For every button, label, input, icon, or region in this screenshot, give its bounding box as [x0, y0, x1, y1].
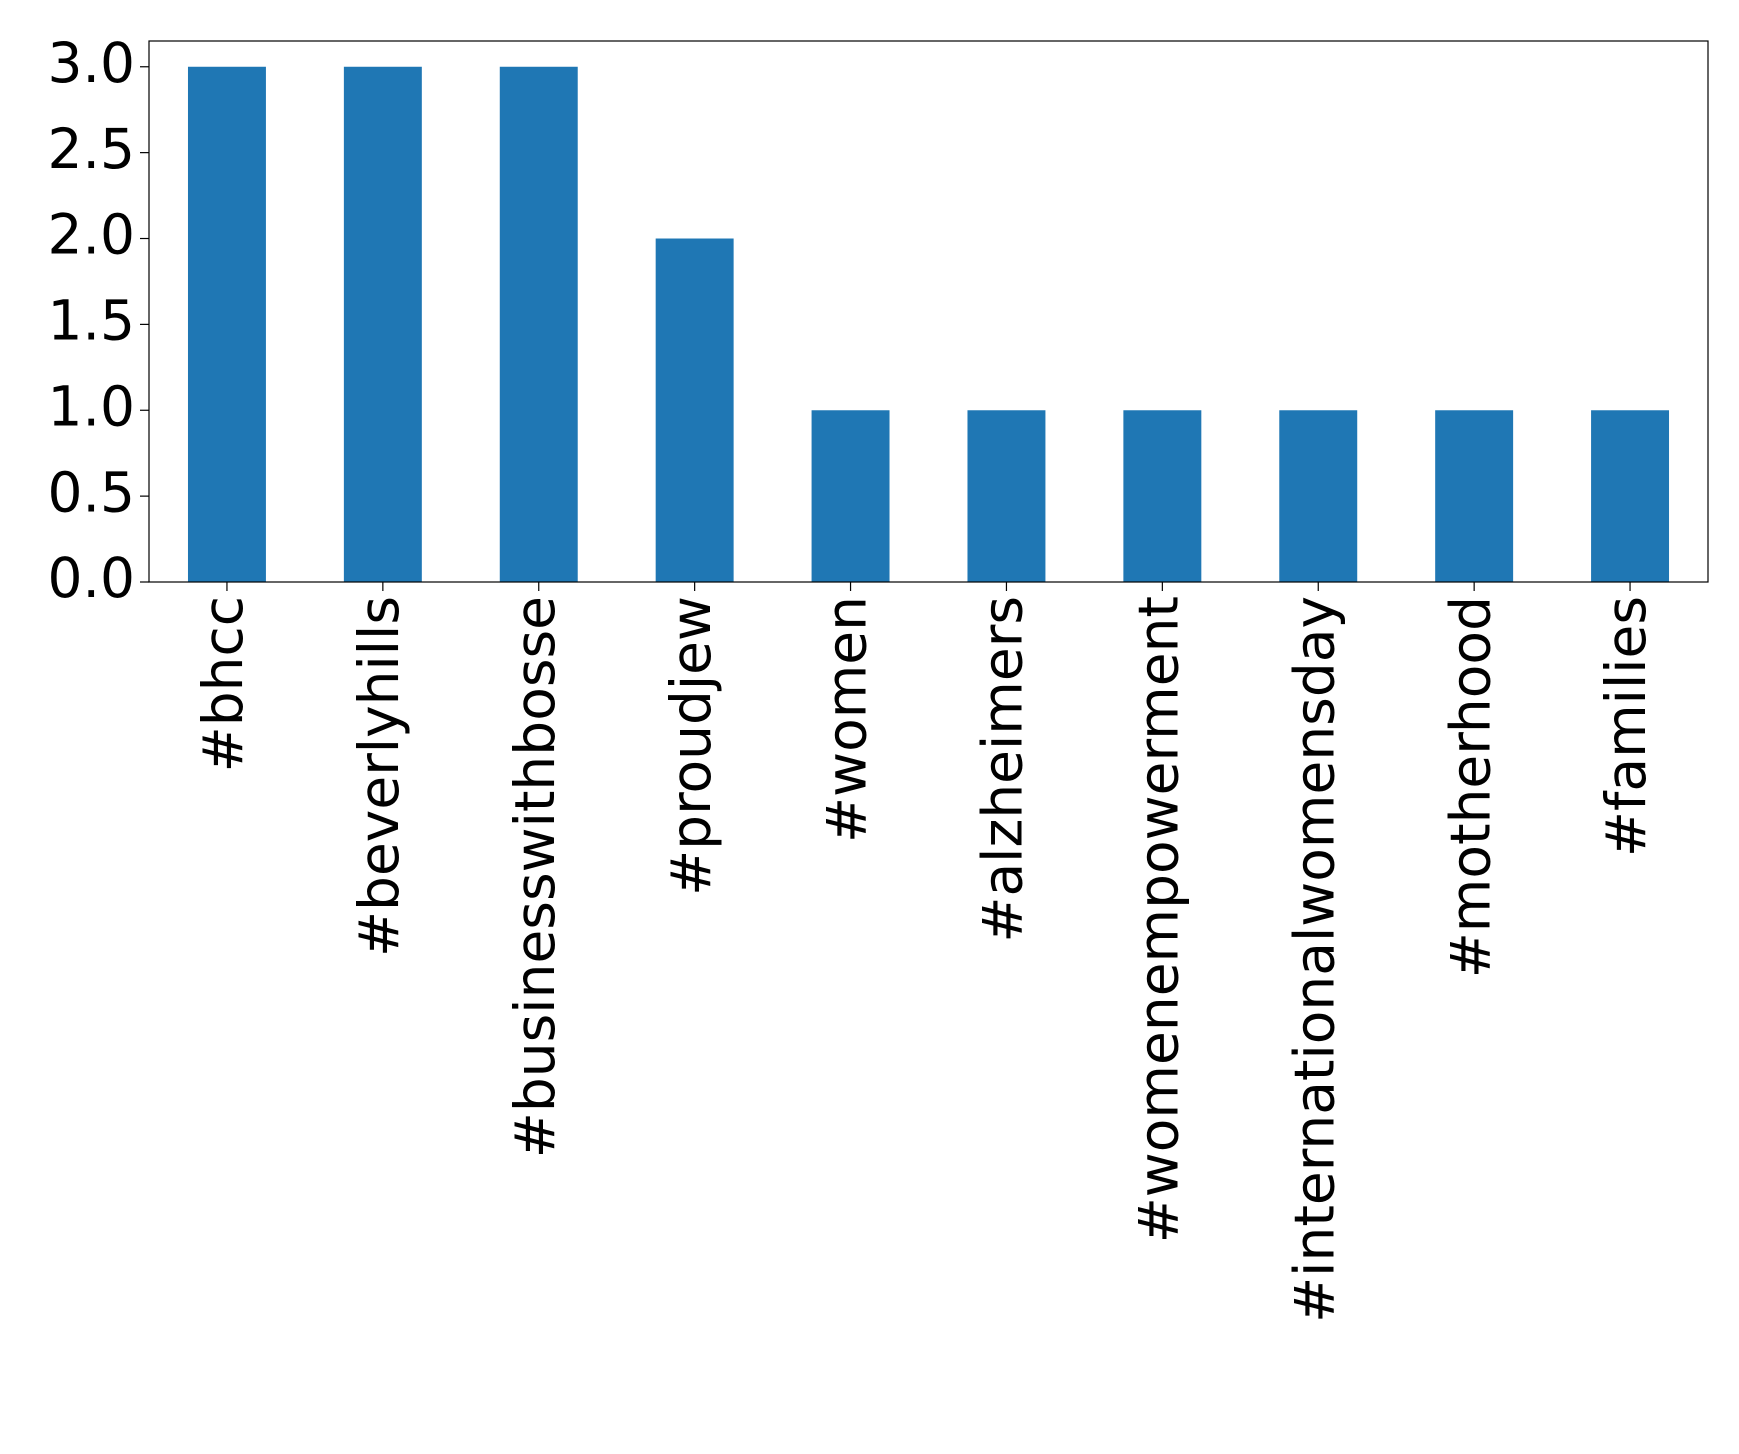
bar: [187, 66, 266, 582]
y-tick-label: 0.5: [48, 460, 135, 524]
x-tick-label: #women: [815, 596, 879, 843]
bar: [1435, 410, 1514, 582]
y-tick-label: 0.0: [48, 546, 135, 610]
plot-frame: [148, 40, 1709, 583]
bar: [343, 66, 422, 582]
x-tick-label: #families: [1594, 596, 1658, 857]
y-tick-label: 1.5: [48, 289, 135, 353]
x-tick-label: #businesswithbosse: [503, 596, 567, 1158]
x-tick-label: #motherhood: [1438, 596, 1502, 978]
x-tick-label: #womenempowerment: [1126, 596, 1190, 1243]
bar: [811, 410, 890, 582]
x-tick-label: #alzheimers: [971, 596, 1035, 943]
x-tick-label: #proudjew: [659, 596, 723, 896]
bar: [967, 410, 1046, 582]
x-tick-label: #bhcc: [191, 596, 255, 772]
bar: [1591, 410, 1670, 582]
y-tick-label: 2.0: [48, 203, 135, 267]
bar: [499, 66, 578, 582]
y-tick-label: 2.5: [48, 117, 135, 181]
bar: [655, 238, 734, 582]
y-tick-label: 3.0: [48, 31, 135, 95]
bar: [1123, 410, 1202, 582]
x-tick-label: #beverlyhills: [347, 596, 411, 957]
bar: [1279, 410, 1358, 582]
x-tick-label: #internationalwomensday: [1282, 596, 1346, 1323]
y-tick-label: 1.0: [48, 374, 135, 438]
